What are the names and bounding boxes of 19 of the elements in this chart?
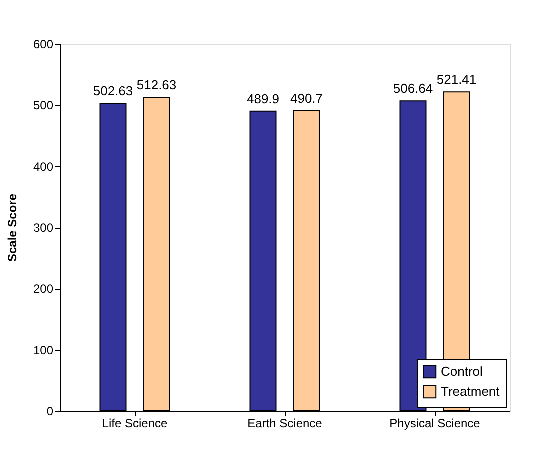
y-tick-label: 100 bbox=[33, 343, 54, 358]
legend-label: Control bbox=[441, 364, 484, 379]
data-label: 502.63 bbox=[93, 84, 134, 99]
x-tick-label: Life Science bbox=[102, 416, 168, 430]
y-tick-label: 400 bbox=[33, 160, 54, 174]
legend-label: Treatment bbox=[441, 384, 500, 399]
y-axis-title: Scale Score bbox=[5, 194, 20, 262]
data-label: 490.7 bbox=[290, 90, 324, 106]
y-tick-label: 0 bbox=[46, 404, 54, 418]
data-label: 506.64 bbox=[393, 81, 434, 96]
data-label: 512.63 bbox=[136, 77, 177, 92]
x-tick-label: Physical Science bbox=[390, 416, 481, 430]
y-tick-label: 600 bbox=[33, 38, 54, 52]
data-label: 521.41 bbox=[436, 72, 477, 88]
data-label: 489.9 bbox=[246, 91, 280, 106]
y-tick-label: 200 bbox=[33, 282, 54, 296]
y-tick-label: 500 bbox=[33, 98, 54, 113]
y-tick-label: 300 bbox=[33, 221, 54, 235]
x-tick-label: Earth Science bbox=[248, 416, 323, 430]
